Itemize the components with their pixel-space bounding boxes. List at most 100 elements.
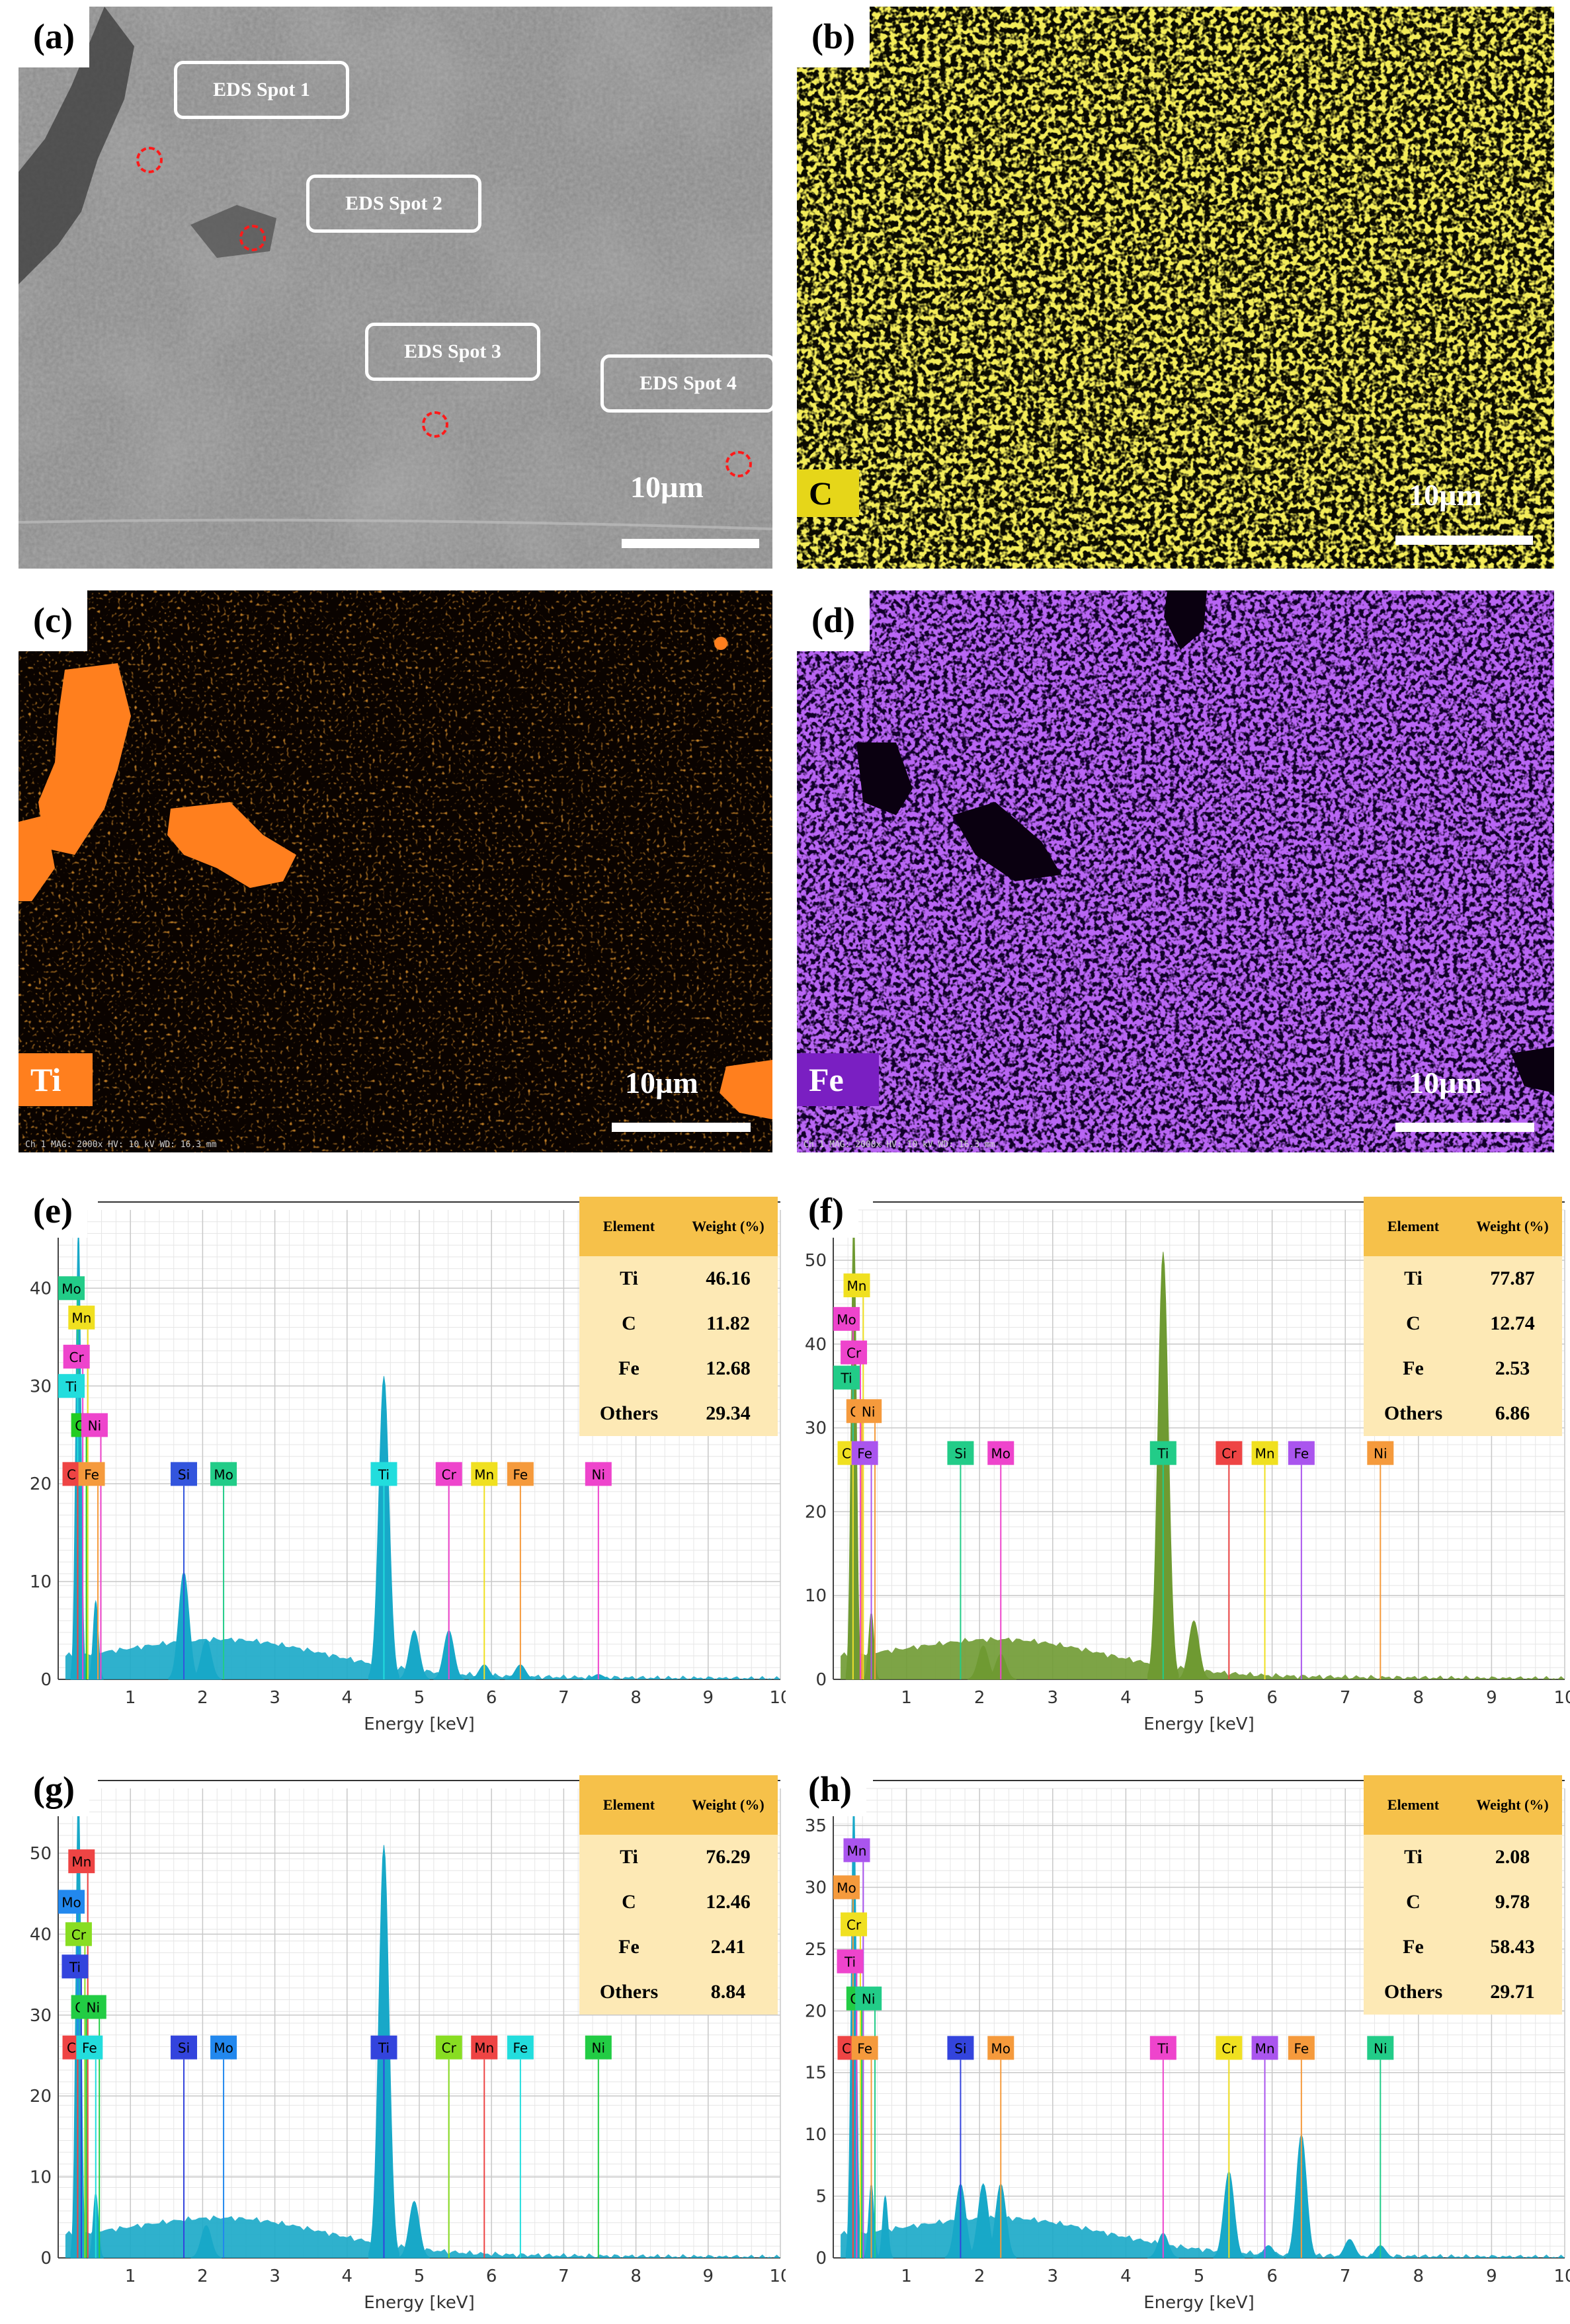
element-tag: Mn	[471, 1462, 498, 1486]
weight-table: Element Weight (%) Ti 2.08 C 9.78 Fe 58.43 Other…	[1364, 1775, 1562, 2015]
spectrum-continuum	[65, 1636, 780, 1679]
y-tick-label: 30	[805, 1878, 827, 1898]
element-tag: Mn	[843, 1838, 870, 1863]
table-row: Others 8.84	[599, 1981, 746, 2003]
crack-region	[19, 7, 134, 284]
scale-bar-label-c: 10µm	[625, 1066, 698, 1100]
x-tick-label: 7	[558, 1688, 569, 1708]
x-tick-label: 7	[1340, 2266, 1351, 2286]
svg-text:Si: Si	[954, 1446, 966, 1462]
element-tag: Mo	[833, 1306, 860, 1331]
table-header-weight: Weight (%)	[1476, 1217, 1549, 1234]
eds-spot-1-marker	[136, 147, 163, 173]
svg-text:Mn: Mn	[474, 2040, 494, 2056]
element-tag: Ti	[58, 1374, 85, 1398]
x-axis-label: Energy [keV]	[1143, 2293, 1255, 2313]
element-tag: Mn	[68, 1305, 95, 1330]
svg-text:Fe: Fe	[84, 1466, 99, 1482]
scale-bar	[622, 539, 759, 548]
spectrum-peak	[845, 1800, 862, 2259]
x-tick-label: 6	[486, 1688, 497, 1708]
element-tag: Ni	[855, 1986, 882, 2011]
table-row: Ti 46.16	[620, 1267, 751, 1289]
panel-label-b: (b)	[797, 7, 870, 67]
x-tick-label: 6	[1266, 1688, 1278, 1708]
scale-bar-label: 10µm	[630, 470, 704, 504]
eds-spectrum-e: MoMnCrTiONiCFeSiMoTiCrMnFeNi123456789100…	[19, 1183, 786, 1745]
x-tick-label: 1	[125, 1688, 136, 1708]
svg-text:Mn: Mn	[474, 1466, 494, 1482]
svg-text:Ni: Ni	[1374, 2040, 1387, 2056]
x-tick-label: 5	[1194, 2266, 1205, 2286]
element-tag: Ni	[79, 1995, 106, 2019]
y-tick-label: 15	[805, 2064, 827, 2083]
svg-text:Ni: Ni	[862, 1404, 876, 1420]
table-row: Others 29.34	[599, 1402, 751, 1424]
element-tag: Mo	[210, 2035, 237, 2060]
svg-text:Cr: Cr	[847, 1345, 862, 1361]
table-row: C 12.74	[1406, 1312, 1535, 1334]
panel-label-c: (c)	[19, 590, 87, 651]
svg-text:Fe: Fe	[857, 1446, 872, 1462]
scale-bar-label-b: 10µm	[1409, 478, 1482, 512]
svg-text:Si: Si	[178, 1466, 190, 1482]
svg-text:Mo: Mo	[991, 1446, 1011, 1462]
svg-text:Si: Si	[954, 2040, 966, 2056]
x-tick-label: 4	[342, 1688, 353, 1708]
svg-text:Fe: Fe	[1294, 2040, 1309, 2056]
titanium-map-panel: Ti 10µm Ch 1 MAG: 2000x HV: 10 kV WD: 16…	[19, 590, 772, 1152]
scale-bar-label-d: 10µm	[1409, 1066, 1482, 1100]
y-tick-label: 30	[805, 1419, 827, 1439]
element-tag: Ni	[1367, 1441, 1394, 1465]
svg-text:Ni: Ni	[592, 2040, 606, 2056]
spectrum-peak	[1253, 2245, 1284, 2259]
x-tick-label: 2	[197, 1688, 208, 1708]
x-tick-label: 3	[1048, 2266, 1059, 2286]
y-tick-label: 0	[815, 2249, 827, 2268]
svg-text:Ti: Ti	[1157, 1446, 1169, 1462]
element-tag: Fe	[507, 1462, 534, 1486]
x-tick-label: 2	[974, 2266, 985, 2286]
element-tag: Ti	[370, 2035, 397, 2060]
eds-spot-1-box: EDS Spot 1	[174, 61, 349, 119]
table-row: Ti 77.87	[1404, 1267, 1535, 1289]
x-tick-label: 8	[630, 2266, 641, 2286]
svg-text:C: C	[842, 2040, 851, 2056]
y-tick-label: 35	[805, 1816, 827, 1836]
y-tick-label: 10	[30, 2168, 52, 2188]
sem-micrograph	[19, 7, 772, 569]
svg-text:Ti: Ti	[378, 2040, 390, 2056]
svg-text:Ti: Ti	[840, 1371, 852, 1386]
spectrum-svg: MnMoCrTiONiCFeSiMoTiCrMnFeNi123456789100…	[805, 1201, 1570, 1734]
svg-text:Cr: Cr	[69, 1349, 85, 1365]
x-tick-label: 8	[1413, 1688, 1425, 1708]
eds-spot-2-box: EDS Spot 2	[306, 175, 481, 233]
element-tag: Mn	[843, 1273, 870, 1298]
element-tag: Ti	[833, 1365, 860, 1390]
svg-text:Mo: Mo	[991, 2040, 1011, 2056]
element-tag: C	[62, 1462, 81, 1486]
spectrum-peak	[877, 2194, 893, 2259]
spectrum-svg: MnMoCrTiONiCFeSiMoTiCrMnFeNi123456789100…	[30, 1780, 786, 2313]
y-tick-label: 40	[805, 1335, 827, 1355]
y-tick-label: 20	[805, 2001, 827, 2021]
element-tag: Cr	[841, 1340, 868, 1365]
y-tick-label: 0	[40, 2249, 52, 2268]
spectrum-svg: MnMoCrTiONiCFeSiMoTiCrMnFeNi123456789100…	[805, 1780, 1570, 2313]
y-tick-label: 50	[805, 1251, 827, 1271]
svg-text:Cr: Cr	[71, 1927, 87, 1943]
x-axis-label: Energy [keV]	[364, 2293, 475, 2313]
svg-text:C: C	[67, 1466, 76, 1482]
table-row: Ti 2.08	[1404, 1846, 1530, 1868]
spectrum-peak	[398, 1630, 430, 1680]
eds-spot-3-box: EDS Spot 3	[365, 323, 540, 381]
spectrum-peak	[87, 1599, 104, 1680]
svg-text:Mo: Mo	[62, 1894, 81, 1910]
sem-image-panel: EDS Spot 1 EDS Spot 2 EDS Spot 3 EDS Spo…	[19, 7, 772, 569]
spectrum-peak	[1178, 1620, 1210, 1680]
element-tag: Ni	[585, 1462, 612, 1486]
element-tag: Cr	[1216, 2036, 1243, 2060]
svg-text:Ni: Ni	[862, 1991, 876, 2007]
x-axis-label: Energy [keV]	[364, 1714, 475, 1734]
element-tag: Ni	[81, 1413, 108, 1437]
